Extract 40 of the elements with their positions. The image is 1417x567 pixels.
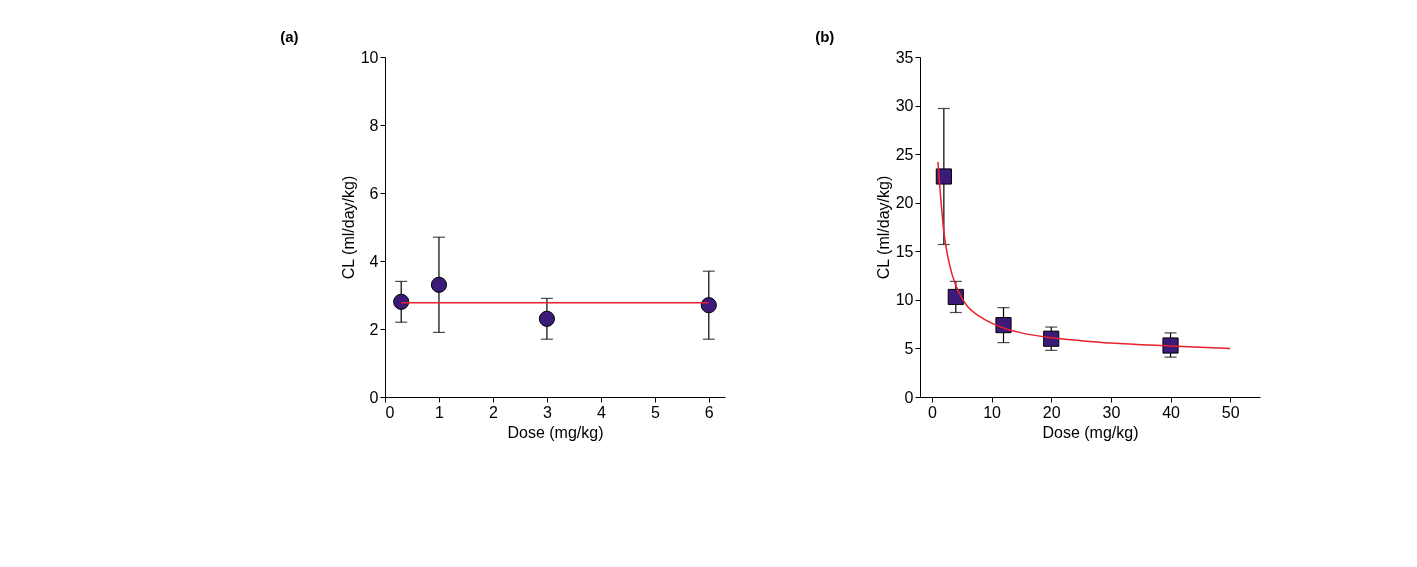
y-tick-label: 2 <box>369 320 379 338</box>
point <box>538 310 555 327</box>
point <box>430 276 448 293</box>
x-tick-label: 2 <box>488 403 498 421</box>
x-tick-label: 30 <box>1102 403 1121 421</box>
y-tick-label: 30 <box>895 97 914 115</box>
point <box>947 288 964 306</box>
y-tick-label: 35 <box>895 48 914 66</box>
y-tick-label: 25 <box>895 145 914 163</box>
y-tick-label: 15 <box>895 242 914 260</box>
point <box>935 168 952 185</box>
x-tick-label: 40 <box>1162 403 1181 421</box>
y-tick-label: 6 <box>369 184 379 202</box>
x-tick-label: 6 <box>704 403 714 421</box>
y-tick-label: 10 <box>360 48 379 66</box>
y-tick-label: 20 <box>895 194 914 212</box>
y-tick-label: 0 <box>904 388 914 406</box>
x-tick-label: 3 <box>542 403 552 421</box>
chart-title: (a) <box>280 28 299 45</box>
x-tick-label: 50 <box>1221 403 1240 421</box>
point <box>995 317 1012 334</box>
y-tick-label: 0 <box>369 388 379 406</box>
y-axis-title: CL (ml/day/kg) <box>874 175 892 280</box>
y-tick-label: 10 <box>895 291 914 309</box>
chart-title: (b) <box>815 28 835 45</box>
x-tick-label: 20 <box>1042 403 1061 421</box>
x-tick-label: 0 <box>927 403 937 421</box>
y-tick-label: 4 <box>369 252 379 270</box>
x-axis-title: Dose (mg/kg) <box>507 423 604 441</box>
point <box>393 293 410 310</box>
x-axis-title: Dose (mg/kg) <box>1042 423 1139 441</box>
x-tick-label: 1 <box>435 403 445 421</box>
x-tick-label: 5 <box>650 403 660 421</box>
x-tick-label: 4 <box>596 403 606 421</box>
x-tick-label: 0 <box>385 403 395 421</box>
x-tick-label: 10 <box>983 403 1002 421</box>
point <box>700 297 717 314</box>
y-tick-label: 8 <box>369 116 379 134</box>
y-tick-label: 5 <box>904 339 914 357</box>
y-axis-title: CL (ml/day/kg) <box>339 175 357 280</box>
